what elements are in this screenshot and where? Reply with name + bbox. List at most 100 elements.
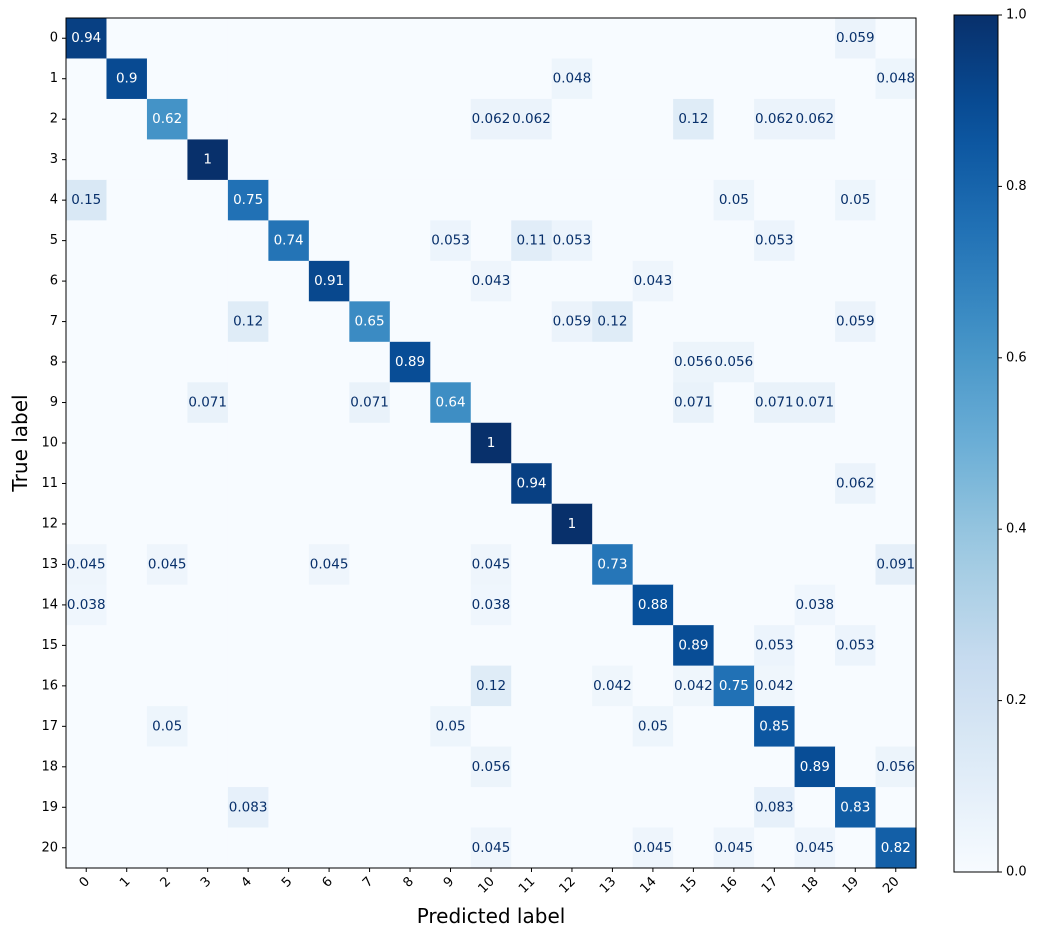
heatmap-cell-4-20 <box>875 179 917 221</box>
cell-value-label: 0.053 <box>553 233 592 249</box>
heatmap-cell-3-15 <box>673 139 715 181</box>
heatmap-cell-7-15 <box>673 301 715 343</box>
heatmap-cell-5-19 <box>835 220 877 262</box>
heatmap-cell-19-0 <box>66 787 108 829</box>
heatmap-cell-11-8 <box>389 463 431 505</box>
y-tick-label: 2 <box>50 112 58 127</box>
heatmap-cell-8-9 <box>430 341 472 383</box>
heatmap-cell-14-1 <box>106 584 148 626</box>
heatmap-cell-20-6 <box>308 827 350 869</box>
heatmap-cell-12-11 <box>511 503 553 545</box>
colorbar-gradient <box>954 15 998 872</box>
heatmap-cell-1-9 <box>430 58 472 100</box>
heatmap-cell-3-19 <box>835 139 877 181</box>
heatmap-cell-7-19 <box>835 301 877 343</box>
cell-value-label: 0.82 <box>881 840 911 856</box>
heatmap-cell-7-20 <box>875 301 917 343</box>
heatmap-cell-6-20 <box>875 260 917 302</box>
heatmap-cell-2-20 <box>875 98 917 141</box>
heatmap-cell-6-12 <box>551 260 593 302</box>
heatmap-cell-14-8 <box>389 584 431 626</box>
heatmap-cell-12-3 <box>187 503 229 545</box>
heatmap-cell-13-2 <box>146 544 189 586</box>
heatmap-cell-14-7 <box>349 584 391 626</box>
heatmap-cell-13-18 <box>794 544 836 586</box>
heatmap-cell-18-3 <box>187 746 229 788</box>
heatmap-cell-10-12 <box>551 422 593 464</box>
x-tick-label: 7 <box>360 874 376 890</box>
heatmap-cell-1-3 <box>187 58 229 100</box>
heatmap-cell-10-15 <box>673 422 715 464</box>
heatmap-cell-5-3 <box>187 220 229 262</box>
heatmap-cell-6-8 <box>389 260 431 302</box>
heatmap-cell-16-4 <box>227 665 269 707</box>
heatmap-cell-7-1 <box>106 301 148 343</box>
x-axis-title: Predicted label <box>417 904 566 928</box>
heatmap-cell-9-14 <box>632 382 674 424</box>
heatmap-cell-13-7 <box>349 544 391 586</box>
cell-value-label: 0.94 <box>516 475 546 491</box>
heatmap-cell-12-12 <box>551 503 593 545</box>
heatmap-cell-17-4 <box>227 706 269 748</box>
heatmap-cell-6-18 <box>794 260 836 302</box>
heatmap-cell-12-7 <box>349 503 391 545</box>
heatmap-cell-10-13 <box>592 422 634 464</box>
heatmap-cell-16-10 <box>470 665 512 707</box>
heatmap-cell-19-16 <box>713 787 755 829</box>
heatmap-cell-19-17 <box>754 787 796 829</box>
cell-value-label: 0.12 <box>597 314 627 330</box>
heatmap-cell-18-15 <box>673 746 715 788</box>
heatmap-cell-5-15 <box>673 220 715 262</box>
heatmap-cell-19-7 <box>349 787 391 829</box>
heatmap-cell-0-10 <box>470 18 512 60</box>
cell-value-label: 0.043 <box>472 273 511 289</box>
heatmap-cell-7-14 <box>632 301 674 343</box>
cell-value-label: 0.071 <box>674 395 713 411</box>
colorbar-tick-label: 0.8 <box>1006 179 1027 194</box>
heatmap-cell-9-20 <box>875 382 917 424</box>
x-tick-label: 10 <box>476 874 498 896</box>
heatmap-cell-5-20 <box>875 220 917 262</box>
heatmap-cell-4-16 <box>713 179 755 221</box>
heatmap-cell-20-4 <box>227 827 269 869</box>
cell-value-label: 0.042 <box>755 678 794 694</box>
x-tick-label: 18 <box>799 874 821 896</box>
heatmap-cell-13-17 <box>754 544 796 586</box>
heatmap-cell-18-13 <box>592 746 634 788</box>
heatmap-cell-5-18 <box>794 220 836 262</box>
heatmap-cell-6-2 <box>146 260 189 302</box>
cell-value-label: 0.083 <box>229 799 268 815</box>
heatmap-cell-13-19 <box>835 544 877 586</box>
cell-value-label: 0.74 <box>274 233 304 249</box>
heatmap-cell-1-4 <box>227 58 269 100</box>
x-tick-label: 16 <box>718 874 740 896</box>
heatmap-cell-10-6 <box>308 422 350 464</box>
cell-value-label: 0.062 <box>755 111 794 127</box>
heatmap-cell-15-12 <box>551 625 593 667</box>
heatmap-cell-8-5 <box>268 341 310 383</box>
heatmap-cell-9-15 <box>673 382 715 424</box>
heatmap-cell-9-9 <box>430 382 472 424</box>
heatmap-cell-15-4 <box>227 625 269 667</box>
heatmap-cell-2-3 <box>187 98 229 141</box>
heatmap-cell-17-8 <box>389 706 431 748</box>
heatmap-cell-3-5 <box>268 139 310 181</box>
heatmap-cell-16-20 <box>875 665 917 707</box>
heatmap-cell-16-14 <box>632 665 674 707</box>
heatmap-cell-19-10 <box>470 787 512 829</box>
heatmap-cell-0-17 <box>754 18 796 60</box>
heatmap-cell-8-15 <box>673 341 715 383</box>
heatmap-cell-10-20 <box>875 422 917 464</box>
heatmap-cell-16-19 <box>835 665 877 707</box>
heatmap-cell-3-16 <box>713 139 755 181</box>
heatmap-cell-13-14 <box>632 544 674 586</box>
cell-value-label: 0.038 <box>472 597 511 613</box>
heatmap-cell-19-8 <box>389 787 431 829</box>
heatmap-cell-8-20 <box>875 341 917 383</box>
heatmap-cell-1-20 <box>875 58 917 100</box>
heatmap-cell-12-13 <box>592 503 634 545</box>
heatmap-cell-4-18 <box>794 179 836 221</box>
heatmap-cell-16-18 <box>794 665 836 707</box>
heatmap-cell-7-8 <box>389 301 431 343</box>
cell-value-label: 0.045 <box>472 556 511 572</box>
